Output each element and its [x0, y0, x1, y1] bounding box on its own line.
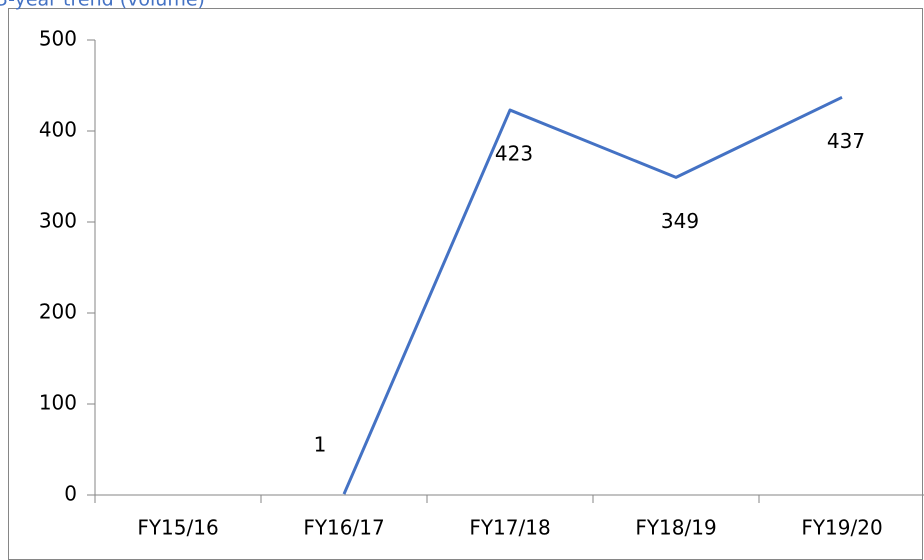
x-tick-label: FY19/20 [801, 516, 882, 540]
y-tick-label: 0 [64, 482, 77, 506]
y-tick-label: 200 [39, 300, 77, 324]
x-tick-label: FY16/17 [303, 516, 384, 540]
x-tick-label: FY18/19 [635, 516, 716, 540]
y-tick-label: 500 [39, 27, 77, 51]
x-tick-label: FY17/18 [469, 516, 550, 540]
x-tick-label: FY15/16 [137, 516, 218, 540]
y-tick-label: 400 [39, 118, 77, 142]
y-tick-label: 100 [39, 391, 77, 415]
data-label: 423 [495, 142, 533, 166]
chart-border [8, 8, 923, 560]
data-label: 437 [827, 129, 865, 153]
y-tick-label: 300 [39, 209, 77, 233]
data-label: 349 [661, 209, 699, 233]
data-label: 1 [314, 433, 327, 457]
line [342, 95, 843, 495]
chart-title: 5-year trend (volume) [0, 0, 205, 11]
